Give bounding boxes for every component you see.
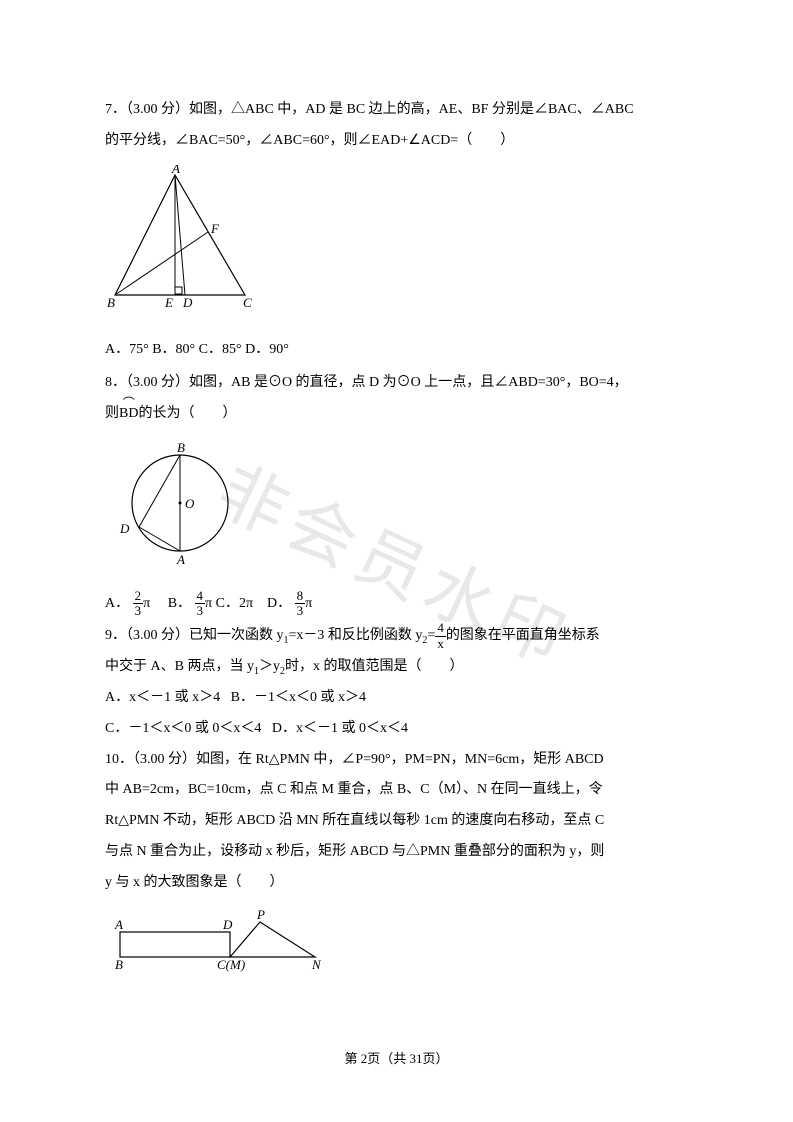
q10-label-a: A (114, 917, 123, 932)
q8-optB-frac: 43 (195, 589, 206, 619)
q8-line2: 则BD的长为（ ） (105, 399, 693, 430)
q8-optA-frac: 23 (133, 589, 144, 619)
q8-arc-bd: BD (119, 399, 138, 430)
q9-l1-p1: 9．（3.00 分）已知一次函数 y (105, 628, 284, 643)
q8-optD-frac: 83 (295, 589, 306, 619)
q9-l1-suffix: 的图象在平面直角坐标系 (446, 628, 600, 643)
q8-l2-prefix: 则 (105, 406, 119, 421)
q10-label-b: B (115, 957, 123, 972)
q8-l2-suffix: 的长为（ ） (138, 406, 236, 421)
q10-label-c: C(M) (217, 957, 245, 972)
q9-frac-den: x (435, 637, 446, 651)
q9-line2: 中交于 A、B 两点，当 y1＞y2时，x 的取值范围是（ ） (105, 652, 693, 683)
q8-optD-den: 3 (295, 604, 306, 618)
q8-optD-num: 8 (295, 589, 306, 604)
q8-optB-label: B． (168, 596, 191, 611)
q8-label-d: D (119, 521, 130, 536)
q10-label-d: D (222, 917, 233, 932)
q10-line4: 与点 N 重合为止，设移动 x 秒后，矩形 ABCD 与△PMN 重叠部分的面积… (105, 837, 693, 868)
q10-label-p: P (256, 907, 265, 922)
q7-label-a: A (171, 165, 180, 176)
q7-label-e: E (164, 295, 173, 310)
q9-l2-gt: ＞y (259, 659, 280, 674)
q8-optA-den: 3 (133, 604, 144, 618)
q9-l1-p2: =x－3 和反比例函数 y (289, 628, 423, 643)
q7-label-c: C (243, 295, 252, 310)
q9-frac-num: 4 (435, 621, 446, 636)
q10-line2: 中 AB=2cm，BC=10cm，点 C 和点 M 重合，点 B、C（M）、N … (105, 775, 693, 806)
q8-optA-label: A． (105, 596, 129, 611)
q10-line3: Rt△PMN 不动，矩形 ABCD 沿 MN 所在直线以每秒 1cm 的速度向右… (105, 806, 693, 837)
q7-label-f: F (210, 221, 220, 236)
q8-optA-num: 2 (133, 589, 144, 604)
q10-label-n: N (311, 957, 322, 972)
q9-frac: 4x (435, 621, 446, 651)
q7-figure: A B C D E F (105, 165, 693, 328)
q8-optD-label: D． (267, 596, 291, 611)
q8-label-b: B (177, 440, 185, 455)
q9-optD: D．x＜－1 或 0＜x＜4 (272, 721, 408, 736)
q10-line1: 10．（3.00 分）如图，在 Rt△PMN 中，∠P=90°，PM=PN，MN… (105, 745, 693, 776)
q8-optA-suffix: π (143, 596, 150, 611)
footer-mid: 页（共 (367, 1051, 409, 1066)
q9-l2-p1: 中交于 A、B 两点，当 y (105, 659, 254, 674)
q9-l2-suffix: 时，x 的取值范围是（ ） (285, 659, 464, 674)
q9-optB: B．－1＜x＜0 或 x＞4 (231, 690, 366, 705)
q7-options: A．75° B．80° C．85° D．90° (105, 335, 693, 366)
q8-label-a: A (176, 552, 185, 567)
page-content: 7．（3.00 分）如图，△ABC 中，AD 是 BC 边上的高，AE、BF 分… (0, 0, 793, 1047)
q7-line2: 的平分线，∠BAC=50°，∠ABC=60°，则∠EAD+∠ACD=（ ） (105, 126, 693, 157)
q8-line1: 8．（3.00 分）如图，AB 是⊙O 的直径，点 D 为⊙O 上一点，且∠AB… (105, 368, 693, 399)
q8-options: A． 23π B． 43π C．2π D． 83π (105, 589, 693, 620)
footer-suffix: 页） (423, 1051, 449, 1066)
q9-l1-eq: = (427, 628, 435, 643)
footer-total: 31 (410, 1051, 423, 1066)
q9-optAB: A．x＜－1 或 x＞4 B．－1＜x＜0 或 x＞4 (105, 683, 693, 714)
q8-label-o: O (185, 496, 195, 511)
q9-optCD: C．－1＜x＜0 或 0＜x＜4 D．x＜－1 或 0＜x＜4 (105, 714, 693, 745)
q8-optB-suffix: π (205, 596, 212, 611)
q8-optC-label: C．2π (216, 596, 253, 611)
q9-optA: A．x＜－1 或 x＞4 (105, 690, 220, 705)
q8-optB-den: 3 (195, 604, 206, 618)
q8-optB-num: 4 (195, 589, 206, 604)
q8-figure: B A D O (105, 438, 693, 581)
q9-line1: 9．（3.00 分）已知一次函数 y1=x－3 和反比例函数 y2=4x的图象在… (105, 621, 693, 652)
footer-prefix: 第 (344, 1051, 360, 1066)
q7-line1: 7．（3.00 分）如图，△ABC 中，AD 是 BC 边上的高，AE、BF 分… (105, 95, 693, 126)
page-footer: 第 2页（共 31页） (0, 1048, 793, 1067)
q7-label-d: D (182, 295, 193, 310)
q8-optD-suffix: π (305, 596, 312, 611)
q10-figure: A B D C(M) P N (105, 907, 693, 990)
q7-label-b: B (107, 295, 115, 310)
q9-optC: C．－1＜x＜0 或 0＜x＜4 (105, 721, 261, 736)
q10-line5: y 与 x 的大致图象是（ ） (105, 868, 693, 899)
